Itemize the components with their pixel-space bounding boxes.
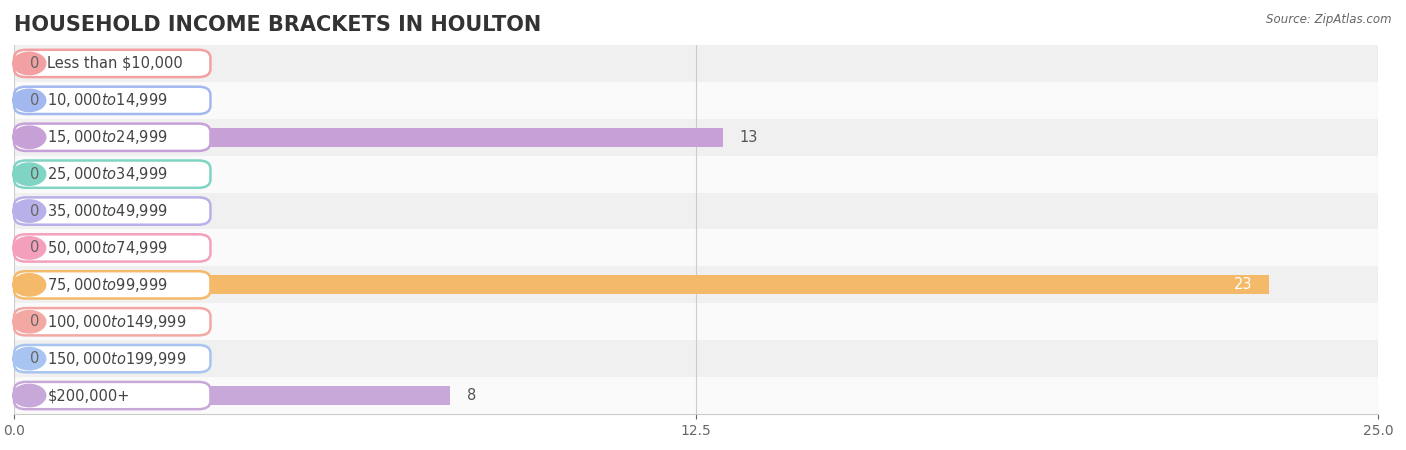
- Bar: [14, 119, 1378, 156]
- Bar: [14, 275, 1268, 294]
- Text: 0: 0: [31, 93, 39, 108]
- Text: 0: 0: [31, 203, 39, 219]
- Bar: [14, 303, 1378, 340]
- Circle shape: [13, 52, 46, 75]
- Bar: [14, 230, 1378, 266]
- Circle shape: [13, 347, 46, 370]
- Text: $35,000 to $49,999: $35,000 to $49,999: [48, 202, 169, 220]
- Text: $150,000 to $199,999: $150,000 to $199,999: [48, 350, 187, 368]
- Text: 13: 13: [740, 130, 758, 145]
- Bar: [14, 193, 1378, 230]
- FancyBboxPatch shape: [14, 87, 211, 114]
- Text: $15,000 to $24,999: $15,000 to $24,999: [48, 128, 169, 146]
- Bar: [14, 266, 1378, 303]
- Circle shape: [13, 89, 46, 112]
- Text: 0: 0: [31, 240, 39, 256]
- Circle shape: [13, 274, 46, 296]
- Text: $100,000 to $149,999: $100,000 to $149,999: [48, 313, 187, 331]
- Text: Source: ZipAtlas.com: Source: ZipAtlas.com: [1267, 14, 1392, 27]
- Bar: [14, 45, 1378, 82]
- Text: 0: 0: [31, 56, 39, 71]
- FancyBboxPatch shape: [14, 50, 211, 77]
- Circle shape: [13, 310, 46, 333]
- Text: $75,000 to $99,999: $75,000 to $99,999: [48, 276, 169, 294]
- Circle shape: [13, 237, 46, 259]
- Circle shape: [13, 126, 46, 148]
- FancyBboxPatch shape: [14, 198, 211, 225]
- Text: $10,000 to $14,999: $10,000 to $14,999: [48, 91, 169, 109]
- Circle shape: [13, 163, 46, 185]
- Text: 23: 23: [1234, 277, 1253, 292]
- Circle shape: [13, 200, 46, 222]
- Text: 0: 0: [31, 351, 39, 366]
- Bar: [14, 156, 1378, 193]
- FancyBboxPatch shape: [14, 382, 211, 409]
- Text: Less than $10,000: Less than $10,000: [48, 56, 183, 71]
- FancyBboxPatch shape: [14, 234, 211, 261]
- FancyBboxPatch shape: [14, 161, 211, 188]
- Text: $25,000 to $34,999: $25,000 to $34,999: [48, 165, 169, 183]
- Bar: [14, 82, 1378, 119]
- Text: 0: 0: [31, 166, 39, 182]
- FancyBboxPatch shape: [14, 271, 211, 298]
- FancyBboxPatch shape: [14, 345, 211, 372]
- Bar: [14, 340, 1378, 377]
- Text: $200,000+: $200,000+: [48, 388, 129, 403]
- Text: 0: 0: [31, 314, 39, 329]
- Bar: [14, 128, 723, 147]
- Bar: [14, 386, 450, 405]
- Text: HOUSEHOLD INCOME BRACKETS IN HOULTON: HOUSEHOLD INCOME BRACKETS IN HOULTON: [14, 15, 541, 35]
- FancyBboxPatch shape: [14, 308, 211, 335]
- Bar: [14, 377, 1378, 414]
- Circle shape: [13, 384, 46, 407]
- Text: $50,000 to $74,999: $50,000 to $74,999: [48, 239, 169, 257]
- Text: 8: 8: [467, 388, 477, 403]
- FancyBboxPatch shape: [14, 124, 211, 151]
